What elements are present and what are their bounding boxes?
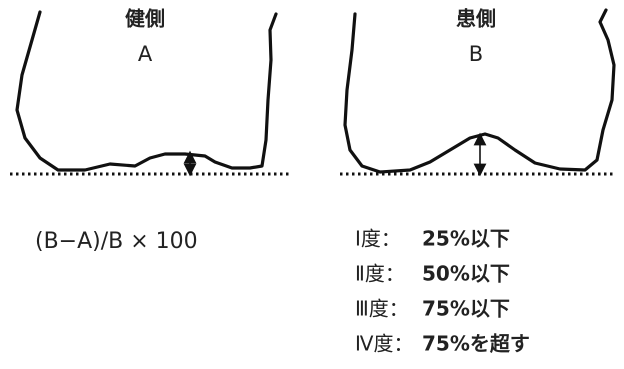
grade-range: 75%を超す (422, 332, 530, 356)
side-title: 患側 (456, 7, 496, 31)
side-label: A (138, 42, 153, 66)
grade-range: 25%以下 (422, 227, 510, 251)
grade-range: 75%以下 (422, 297, 510, 321)
grade-name: Ⅱ度： (355, 262, 405, 286)
grade-name: Ⅲ度： (355, 297, 409, 321)
grade-name: Ⅳ度： (355, 332, 413, 356)
diagram: 健側 A 患側 B (B−A)/B × 100 Ⅰ度： 25%以下 Ⅱ度： 50%以下… (0, 0, 624, 369)
side-title: 健側 (125, 7, 165, 31)
grade-range: 50%以下 (422, 262, 510, 286)
grade-name: Ⅰ度： (355, 227, 401, 251)
healthy-outline (17, 12, 276, 170)
side-label: B (469, 42, 483, 66)
formula: (B−A)/B × 100 (35, 229, 198, 254)
grade-list: Ⅰ度： 25%以下 Ⅱ度： 50%以下 Ⅲ度： 75%以下 Ⅳ度： 75%を超す (355, 227, 530, 356)
